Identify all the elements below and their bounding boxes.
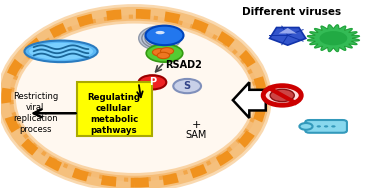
Circle shape xyxy=(145,26,184,45)
Circle shape xyxy=(324,125,328,128)
Ellipse shape xyxy=(25,41,98,62)
Ellipse shape xyxy=(146,44,183,62)
Circle shape xyxy=(317,125,321,128)
Text: RSAD2: RSAD2 xyxy=(165,60,202,70)
FancyBboxPatch shape xyxy=(305,120,347,133)
Circle shape xyxy=(320,31,347,45)
Circle shape xyxy=(299,123,313,130)
Text: Regulating
cellular
metabolic
pathways: Regulating cellular metabolic pathways xyxy=(88,93,141,135)
Circle shape xyxy=(152,49,167,56)
Ellipse shape xyxy=(139,26,181,50)
Ellipse shape xyxy=(29,43,93,60)
Polygon shape xyxy=(279,28,297,33)
Text: Restricting
viral
replication
process: Restricting viral replication process xyxy=(13,92,58,134)
Circle shape xyxy=(270,89,294,102)
Text: Different viruses: Different viruses xyxy=(242,7,341,17)
Circle shape xyxy=(331,125,335,128)
Polygon shape xyxy=(308,25,359,52)
Circle shape xyxy=(173,79,201,93)
Ellipse shape xyxy=(156,31,165,34)
Circle shape xyxy=(160,48,174,54)
Circle shape xyxy=(138,75,166,89)
Ellipse shape xyxy=(9,15,259,181)
Circle shape xyxy=(157,52,170,59)
Text: P: P xyxy=(149,77,156,87)
PathPatch shape xyxy=(233,82,266,118)
Text: S: S xyxy=(184,81,191,91)
Circle shape xyxy=(263,86,301,105)
FancyBboxPatch shape xyxy=(77,82,152,136)
Text: SAM: SAM xyxy=(186,130,207,140)
Text: +: + xyxy=(192,120,201,130)
